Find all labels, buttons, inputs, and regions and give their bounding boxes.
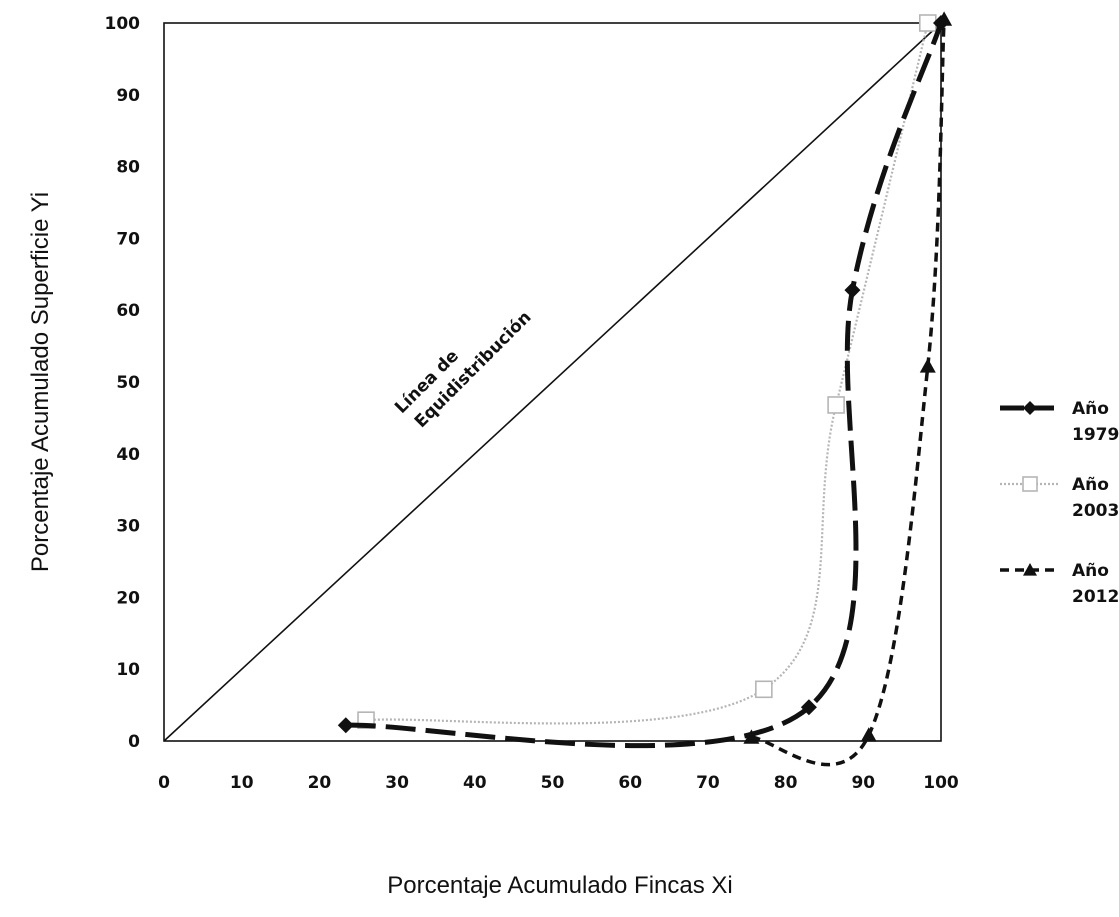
y-tick-label: 0 xyxy=(128,732,140,752)
y-axis-tick-labels: 0 10 20 30 40 50 60 70 80 90 100 xyxy=(105,14,141,752)
x-axis-title: Porcentaje Acumulado Fincas Xi xyxy=(387,872,733,899)
y-tick-label: 80 xyxy=(116,158,140,178)
series-line-1979 xyxy=(345,22,944,749)
y-tick-label: 100 xyxy=(105,14,141,34)
x-tick-label: 0 xyxy=(158,773,170,793)
legend-entry-1979: Año 1979 xyxy=(1000,399,1119,445)
legend-marker xyxy=(1023,563,1037,576)
x-tick-label: 80 xyxy=(774,773,798,793)
y-axis-title: Porcentaje Acumulado Superficie Yi xyxy=(27,192,54,572)
legend-marker xyxy=(1022,476,1038,492)
data-point-1979 xyxy=(800,699,817,716)
y-tick-label: 10 xyxy=(116,660,140,680)
data-point-2012 xyxy=(919,358,936,373)
y-tick-label: 70 xyxy=(116,229,140,249)
x-tick-label: 20 xyxy=(308,773,332,793)
x-tick-label: 90 xyxy=(851,773,875,793)
legend-marker xyxy=(1023,401,1037,415)
legend-entry-2003: Año 2003 xyxy=(1000,475,1119,521)
x-tick-label: 70 xyxy=(696,773,720,793)
series-1979 xyxy=(337,15,949,749)
y-tick-label: 50 xyxy=(116,373,140,393)
x-tick-label: 100 xyxy=(923,773,959,793)
legend-year: 2012 xyxy=(1072,587,1119,607)
legend-entry-2012: Año 2012 xyxy=(1000,561,1119,607)
y-tick-label: 40 xyxy=(116,445,140,465)
y-tick-label: 20 xyxy=(116,588,140,608)
x-tick-label: 30 xyxy=(385,773,409,793)
legend: Año 1979 Año 2003 Año 2012 xyxy=(1000,399,1119,607)
x-tick-label: 50 xyxy=(541,773,565,793)
data-point-2003 xyxy=(827,396,845,414)
data-point-1979 xyxy=(933,15,949,31)
series-2003 xyxy=(357,14,937,729)
x-tick-label: 40 xyxy=(463,773,487,793)
data-point-2003 xyxy=(755,680,773,699)
legend-year: 2003 xyxy=(1072,501,1119,521)
x-axis-tick-labels: 0 10 20 30 40 50 60 70 80 90 100 xyxy=(158,773,959,793)
y-tick-label: 30 xyxy=(116,517,140,537)
data-point-1979 xyxy=(844,282,861,299)
x-tick-label: 10 xyxy=(230,773,254,793)
series-line-2012 xyxy=(751,19,946,767)
data-point-1979 xyxy=(337,717,354,734)
y-tick-label: 60 xyxy=(116,301,140,321)
y-tick-label: 90 xyxy=(116,86,140,106)
x-tick-label: 60 xyxy=(618,773,642,793)
legend-label: Año xyxy=(1072,561,1109,581)
series-layer xyxy=(337,11,953,767)
equidistribution-label: Línea de Equidistribución xyxy=(391,307,535,432)
legend-label: Año xyxy=(1072,475,1109,495)
equidistribution-line xyxy=(163,22,942,742)
data-point-2012 xyxy=(860,727,877,742)
series-line-2003 xyxy=(365,22,929,725)
legend-year: 1979 xyxy=(1072,425,1119,445)
legend-label: Año xyxy=(1072,399,1109,419)
